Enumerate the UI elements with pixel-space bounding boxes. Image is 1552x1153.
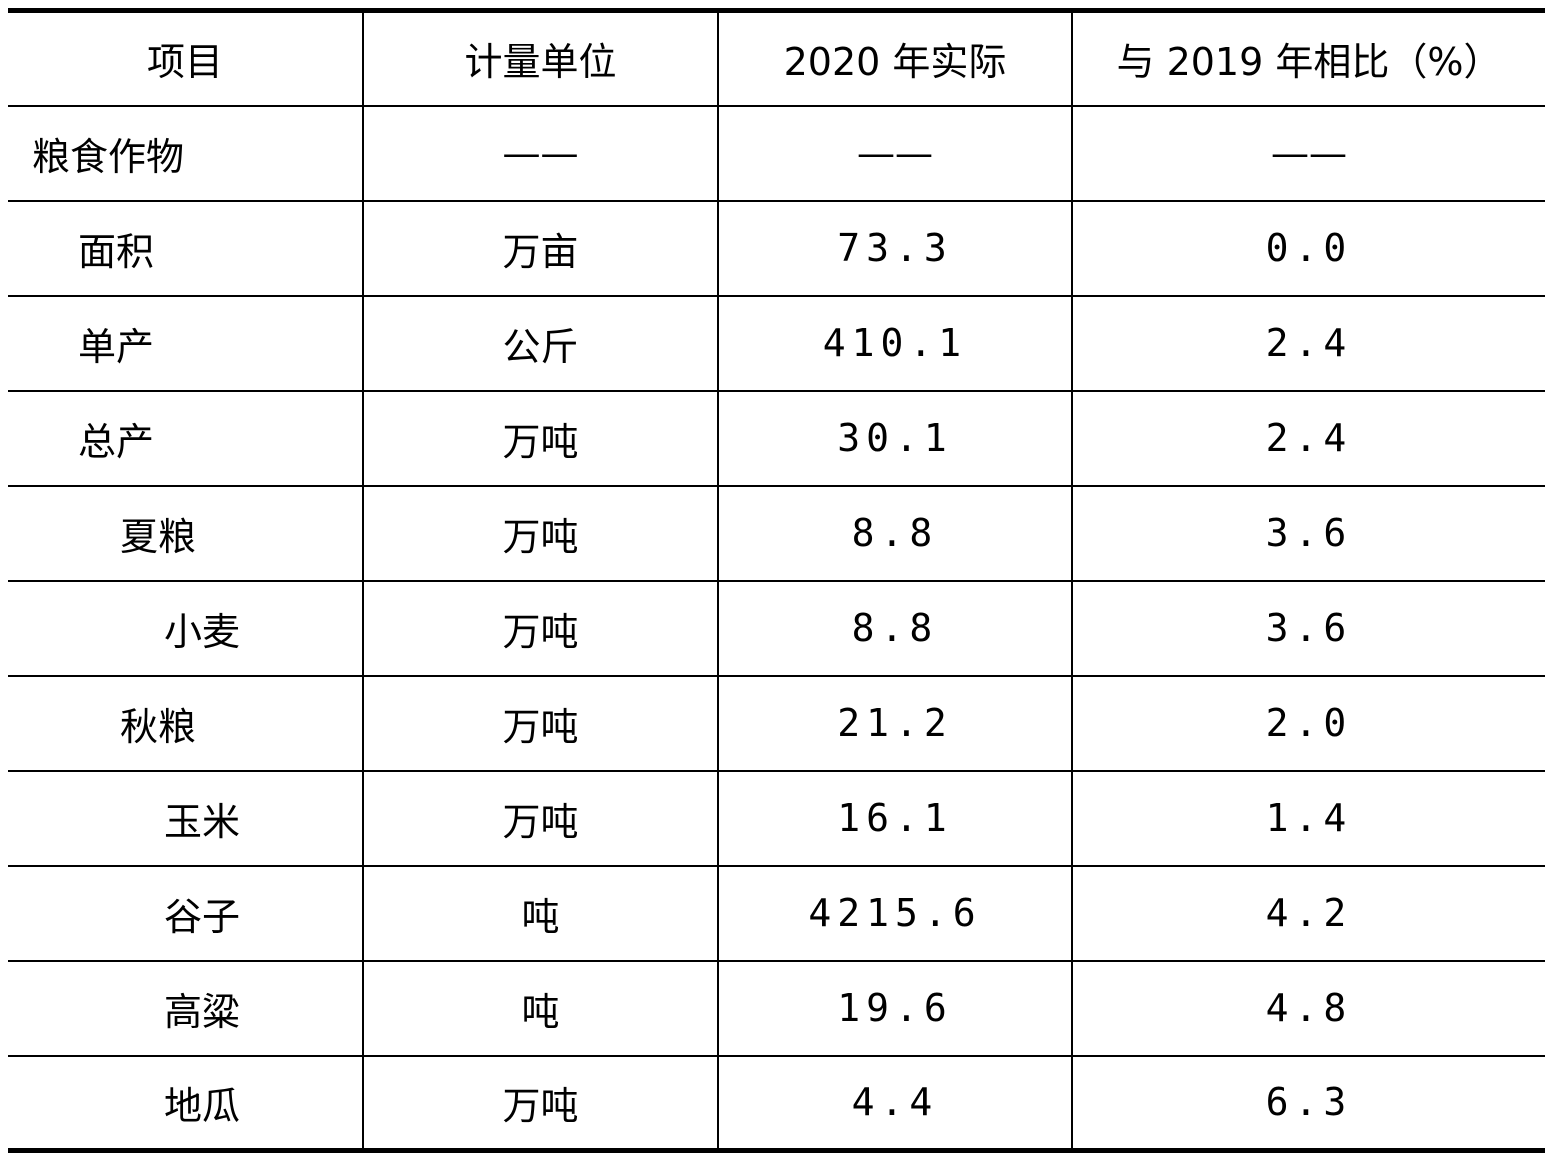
row-item: 总产 bbox=[8, 390, 364, 487]
row-item: 玉米 bbox=[8, 770, 364, 867]
row-item: 地瓜 bbox=[8, 1055, 364, 1153]
table-row: 高粱 吨 19.6 4.8 bbox=[8, 960, 1545, 1057]
grain-crops-table-container: 项目 计量单位 2020 年实际 与 2019 年相比（%） 粮食作物 —— —… bbox=[8, 8, 1545, 1153]
row-unit: 吨 bbox=[362, 865, 719, 962]
header-value-2020: 2020 年实际 bbox=[717, 8, 1073, 107]
row-change: 1.4 bbox=[1071, 770, 1545, 867]
row-value-2020: 4.4 bbox=[717, 1055, 1073, 1153]
row-change: 2.0 bbox=[1071, 675, 1545, 772]
row-change: 2.4 bbox=[1071, 295, 1545, 392]
row-change: 6.3 bbox=[1071, 1055, 1545, 1153]
row-item: 夏粮 bbox=[8, 485, 364, 582]
row-unit: 万吨 bbox=[362, 675, 719, 772]
table-row: 谷子 吨 4215.6 4.2 bbox=[8, 865, 1545, 962]
row-value-2020: 8.8 bbox=[717, 485, 1073, 582]
row-value-2020: —— bbox=[717, 105, 1073, 202]
table-header: 项目 计量单位 2020 年实际 与 2019 年相比（%） bbox=[8, 8, 1545, 107]
row-unit: 万亩 bbox=[362, 200, 719, 297]
row-unit: 公斤 bbox=[362, 295, 719, 392]
table-row: 夏粮 万吨 8.8 3.6 bbox=[8, 485, 1545, 582]
row-item: 谷子 bbox=[8, 865, 364, 962]
table-row: 小麦 万吨 8.8 3.6 bbox=[8, 580, 1545, 677]
row-item: 面积 bbox=[8, 200, 364, 297]
row-change: 2.4 bbox=[1071, 390, 1545, 487]
row-value-2020: 19.6 bbox=[717, 960, 1073, 1057]
table-row: 总产 万吨 30.1 2.4 bbox=[8, 390, 1545, 487]
row-value-2020: 73.3 bbox=[717, 200, 1073, 297]
row-change: 4.2 bbox=[1071, 865, 1545, 962]
table-row: 秋粮 万吨 21.2 2.0 bbox=[8, 675, 1545, 772]
table-row: 单产 公斤 410.1 2.4 bbox=[8, 295, 1545, 392]
row-change: 3.6 bbox=[1071, 580, 1545, 677]
row-item: 秋粮 bbox=[8, 675, 364, 772]
row-unit: 万吨 bbox=[362, 770, 719, 867]
row-change: 4.8 bbox=[1071, 960, 1545, 1057]
table-body: 粮食作物 —— —— —— 面积 万亩 73.3 0.0 单产 公斤 410.1… bbox=[8, 105, 1545, 1153]
row-unit: 吨 bbox=[362, 960, 719, 1057]
row-change: 0.0 bbox=[1071, 200, 1545, 297]
header-item: 项目 bbox=[8, 8, 364, 107]
row-unit: 万吨 bbox=[362, 580, 719, 677]
row-value-2020: 16.1 bbox=[717, 770, 1073, 867]
header-unit: 计量单位 bbox=[362, 8, 719, 107]
row-value-2020: 21.2 bbox=[717, 675, 1073, 772]
row-unit: —— bbox=[362, 105, 719, 202]
row-unit: 万吨 bbox=[362, 390, 719, 487]
table-row: 面积 万亩 73.3 0.0 bbox=[8, 200, 1545, 297]
header-row: 项目 计量单位 2020 年实际 与 2019 年相比（%） bbox=[8, 8, 1545, 107]
row-item: 高粱 bbox=[8, 960, 364, 1057]
row-value-2020: 30.1 bbox=[717, 390, 1073, 487]
row-change: 3.6 bbox=[1071, 485, 1545, 582]
row-value-2020: 410.1 bbox=[717, 295, 1073, 392]
table-row: 粮食作物 —— —— —— bbox=[8, 105, 1545, 202]
table-row: 地瓜 万吨 4.4 6.3 bbox=[8, 1055, 1545, 1153]
row-change: —— bbox=[1071, 105, 1545, 202]
row-item: 粮食作物 bbox=[8, 105, 364, 202]
table-row: 玉米 万吨 16.1 1.4 bbox=[8, 770, 1545, 867]
row-unit: 万吨 bbox=[362, 1055, 719, 1153]
header-change-vs-2019: 与 2019 年相比（%） bbox=[1071, 8, 1545, 107]
row-item: 单产 bbox=[8, 295, 364, 392]
row-value-2020: 4215.6 bbox=[717, 865, 1073, 962]
row-value-2020: 8.8 bbox=[717, 580, 1073, 677]
row-item: 小麦 bbox=[8, 580, 364, 677]
grain-crops-table: 项目 计量单位 2020 年实际 与 2019 年相比（%） 粮食作物 —— —… bbox=[8, 8, 1545, 1153]
row-unit: 万吨 bbox=[362, 485, 719, 582]
